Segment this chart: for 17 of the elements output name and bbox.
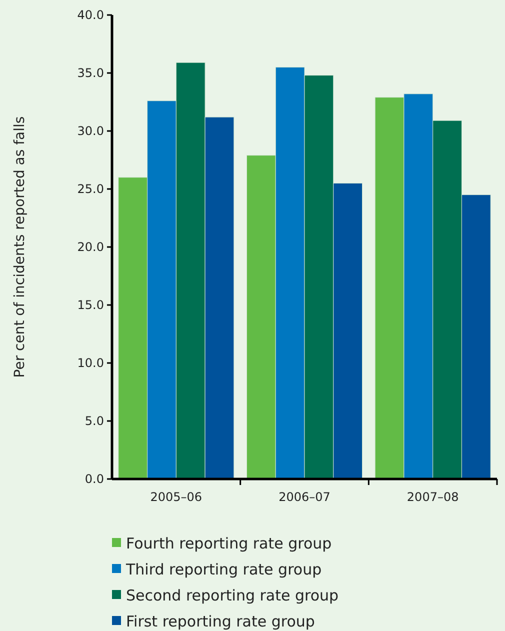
x-tick-label: 2007–08 bbox=[406, 490, 459, 504]
legend-label: Second reporting rate group bbox=[126, 586, 339, 604]
y-tick-label: 20.0 bbox=[77, 240, 104, 254]
legend-label: First reporting rate group bbox=[126, 612, 315, 630]
y-tick-label: 25.0 bbox=[77, 182, 104, 196]
y-tick-label: 35.0 bbox=[77, 66, 104, 80]
y-tick-label: 40.0 bbox=[77, 8, 104, 22]
x-tick-label: 2005–06 bbox=[150, 490, 202, 504]
y-tick-label: 10.0 bbox=[77, 356, 104, 370]
y-tick-label: 15.0 bbox=[77, 298, 104, 312]
x-tick-label: 2006–07 bbox=[278, 490, 330, 504]
legend-label: Fourth reporting rate group bbox=[126, 534, 332, 552]
y-tick-label: 0.0 bbox=[84, 472, 104, 486]
y-axis-title: Per cent of incidents reported as falls bbox=[12, 116, 28, 378]
legend-label: Third reporting rate group bbox=[125, 560, 322, 578]
y-tick-label: 5.0 bbox=[84, 414, 104, 428]
y-tick-label: 30.0 bbox=[77, 124, 104, 138]
